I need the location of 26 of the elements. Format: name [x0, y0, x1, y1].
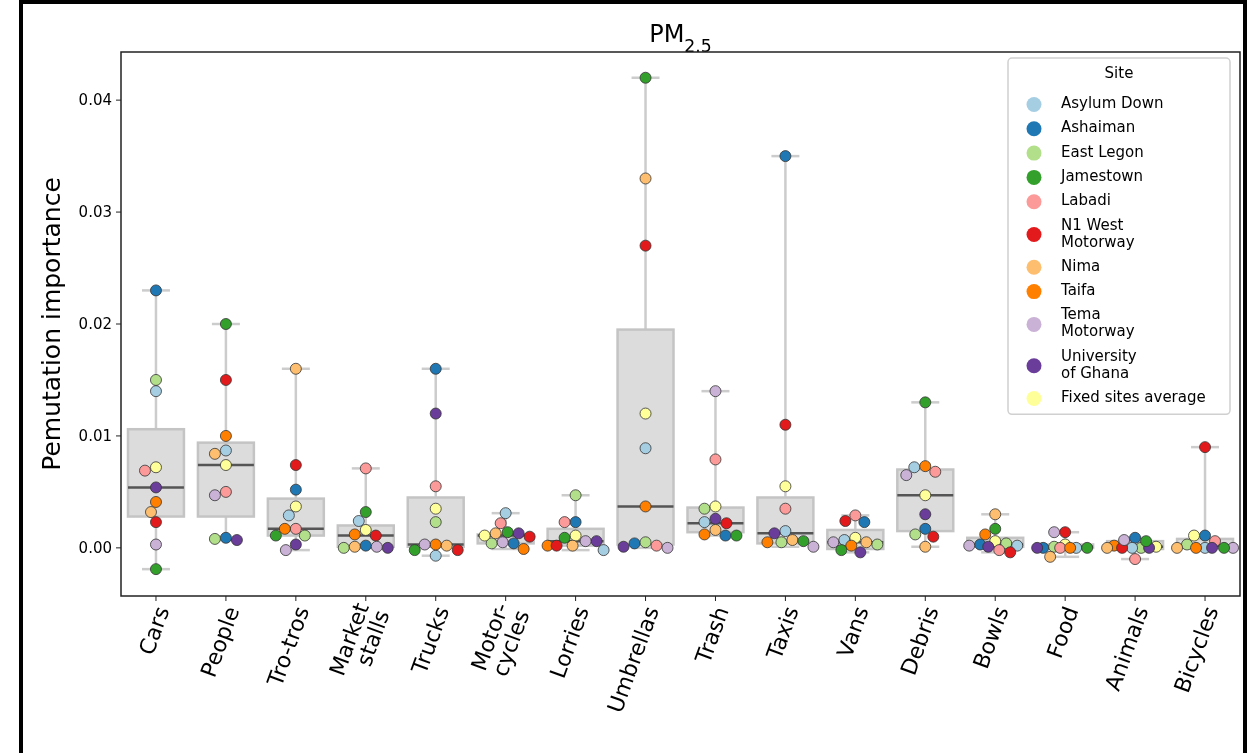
x-tick-label: Trash [690, 603, 734, 668]
y-axis-title: Pemutation importance [37, 177, 66, 471]
legend-title: Site [1104, 64, 1134, 82]
legend-label: Asylum Down [1061, 94, 1164, 112]
legend-label: University of Ghana [1061, 346, 1137, 382]
legend-label: Nima [1061, 256, 1101, 275]
y-tick-label: 0.04 [78, 91, 112, 110]
legend-label: Jamestown [1060, 166, 1144, 185]
x-tick-label: Vans [832, 603, 874, 661]
legend-label: Labadi [1061, 191, 1111, 210]
x-tick-label: Motor- cycles [466, 599, 535, 680]
y-tick-label: 0.03 [78, 203, 112, 222]
chart-title: PM$_{2.5}$ [649, 20, 712, 56]
legend-label: East Legon [1061, 142, 1144, 161]
x-tick-label: Bowls [968, 603, 1014, 673]
y-tick-label: 0.01 [78, 427, 112, 446]
legend-label: Tema Motorway [1060, 305, 1135, 341]
x-tick-label: Taxis [761, 603, 804, 664]
legend-label: Taifa [1060, 281, 1096, 300]
legend-label: Ashaiman [1061, 118, 1136, 137]
x-tick-label: Cars [133, 603, 175, 659]
legend-label: N1 West Motorway [1061, 215, 1135, 251]
y-tick-label: 0.02 [78, 315, 112, 334]
legend-label: Fixed sites average [1061, 388, 1206, 406]
x-tick-label: Food [1041, 603, 1084, 662]
y-tick-label: 0.00 [78, 539, 112, 558]
